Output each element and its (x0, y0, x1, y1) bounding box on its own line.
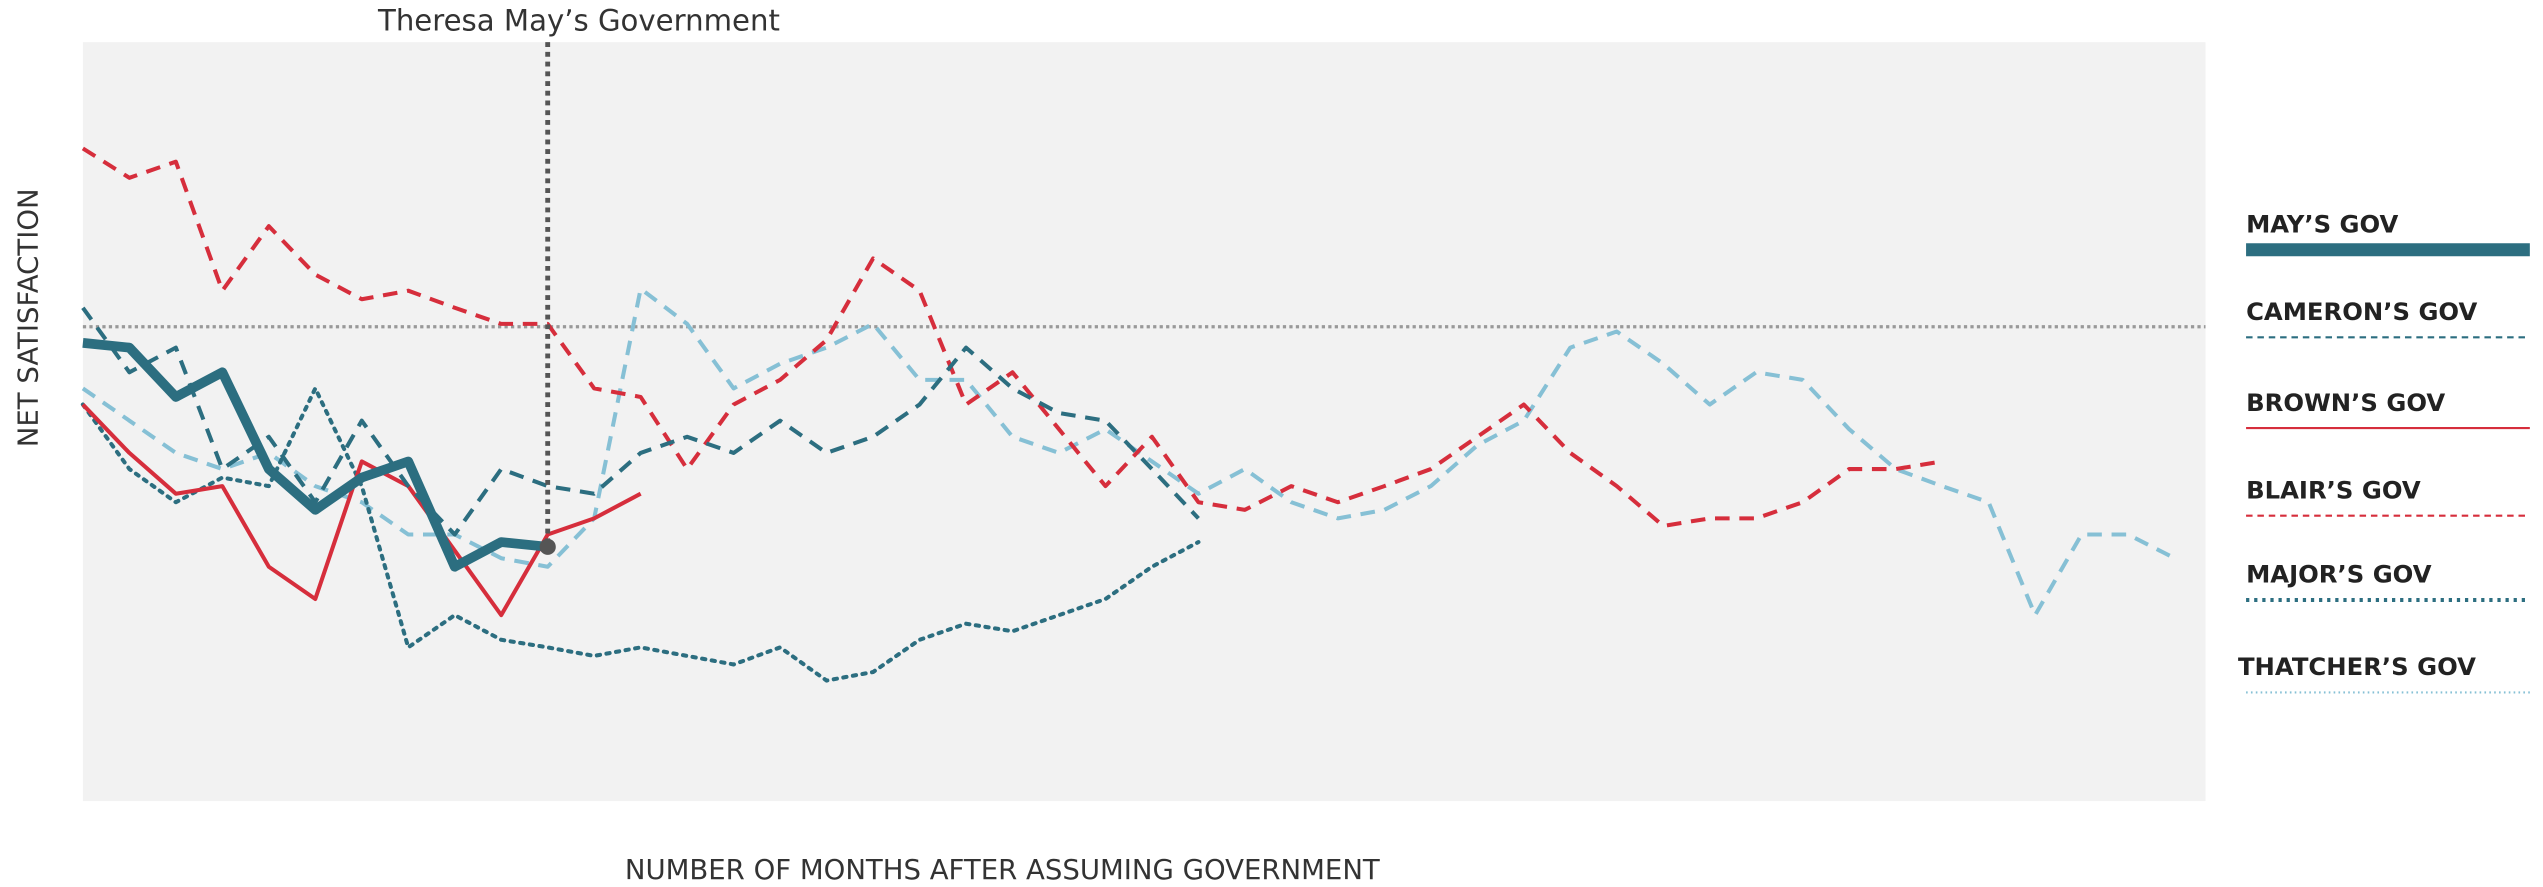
legend-label: CAMERON’S GOV (2246, 297, 2477, 326)
plot-area (82, 42, 2206, 802)
x-axis-label: NUMBER OF MONTHS AFTER ASSUMING GOVERNME… (625, 854, 1380, 886)
series-line (81, 306, 1200, 537)
legend-label: MAY’S GOV (2246, 209, 2398, 238)
annotation: Theresa May’s Government (377, 4, 780, 38)
series-line (80, 386, 1201, 683)
y-axis-label: NET SATISFACTION (12, 188, 44, 447)
series-line (82, 338, 549, 572)
series-line (81, 146, 1943, 528)
legend-label: MAJOR’S GOV (2246, 560, 2432, 589)
legend-label: BLAIR’S GOV (2246, 475, 2421, 504)
legend-label: THATCHER’S GOV (2238, 652, 2476, 681)
series-line (81, 403, 642, 618)
legend-label: BROWN’S GOV (2246, 388, 2445, 417)
series-endpoint (539, 538, 556, 555)
